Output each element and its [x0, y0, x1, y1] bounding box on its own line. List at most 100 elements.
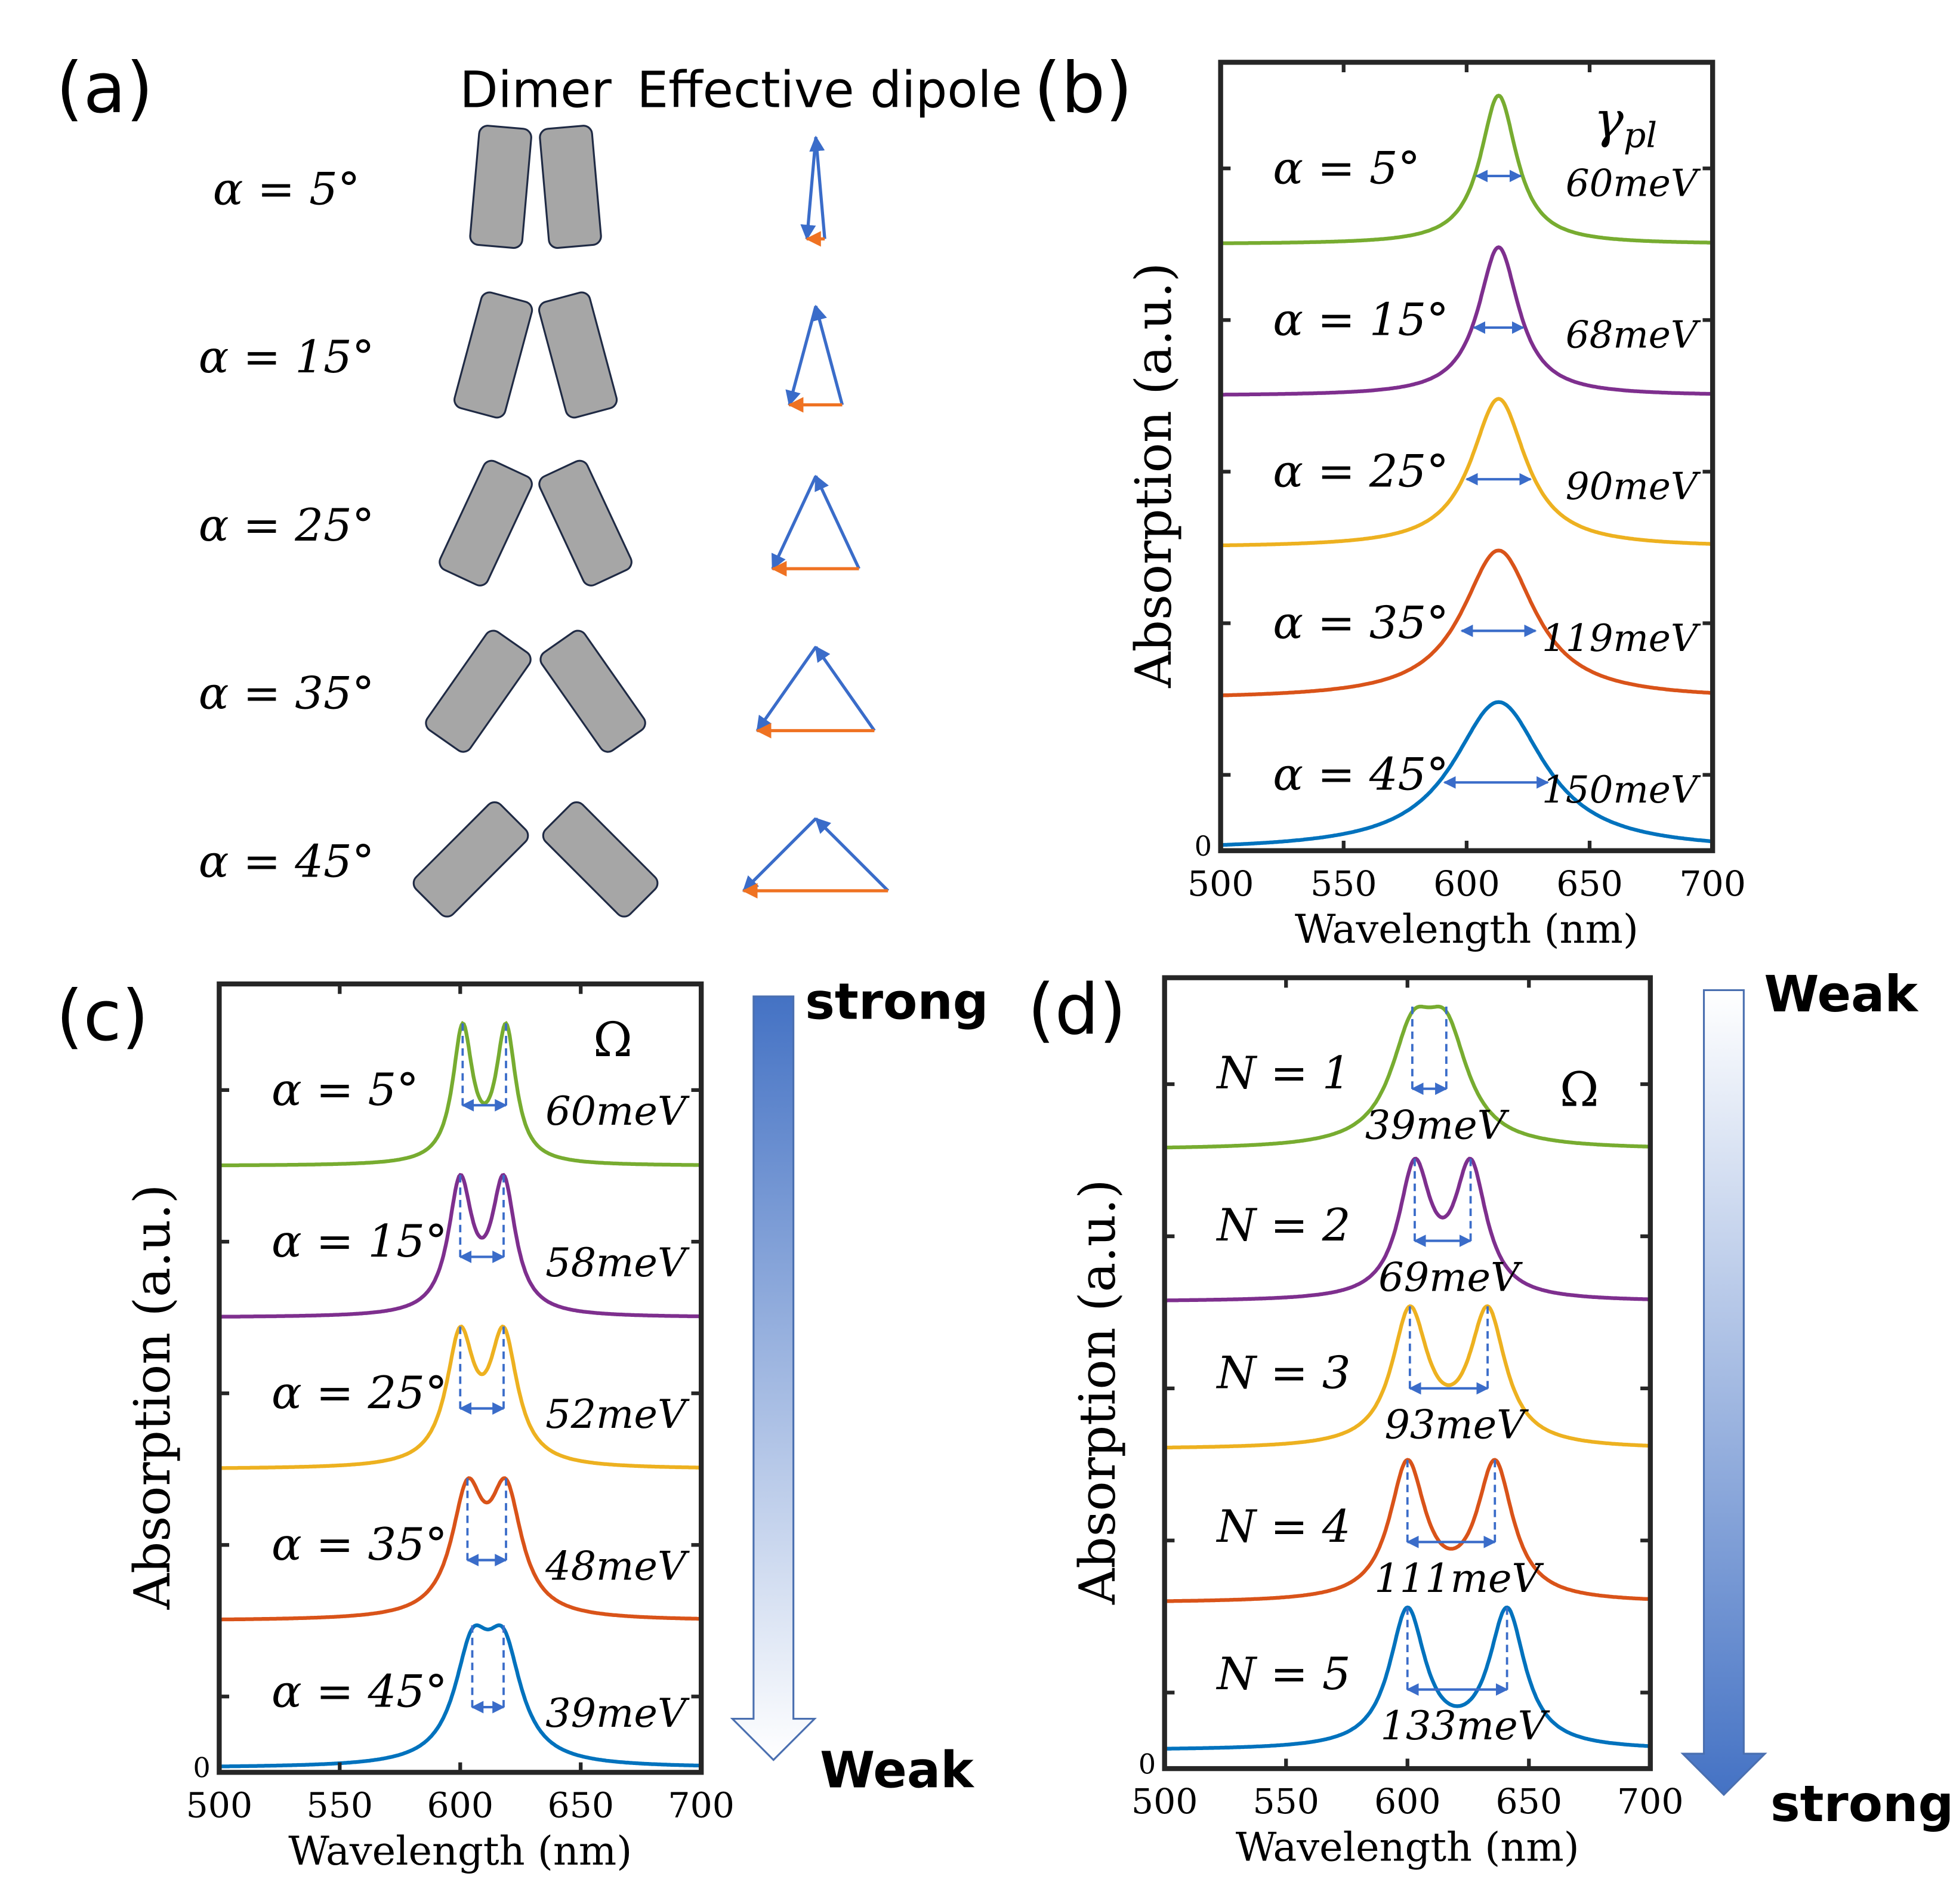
x-tick-label: 550	[1252, 1781, 1319, 1822]
nanorod	[542, 801, 659, 918]
series-line	[219, 1020, 702, 1168]
nanorod	[538, 459, 633, 587]
dipole-arrow	[755, 646, 817, 732]
dipole-arrow	[771, 475, 817, 570]
arrow-c-bottom-label: Weak	[820, 1741, 975, 1799]
width-label: 39meV	[545, 1690, 690, 1736]
series-line	[1164, 1156, 1650, 1303]
series-label: α = 45°	[1273, 748, 1449, 801]
x-tick-label: 700	[1679, 863, 1746, 904]
x-tick-label: 550	[1310, 863, 1377, 904]
dipole-arrow	[814, 646, 876, 732]
series-label: N = 2	[1215, 1199, 1350, 1251]
arrow-d-bottom-label: strong	[1770, 1775, 1953, 1833]
width-label: 68meV	[1566, 313, 1701, 357]
angle-label: α = 25°	[199, 499, 375, 551]
series-label: N = 3	[1215, 1346, 1350, 1399]
width-label: 150meV	[1542, 768, 1701, 811]
series-label: α = 25°	[271, 1366, 448, 1419]
series-line	[1220, 548, 1713, 698]
dipole-arrow	[800, 137, 817, 240]
x-tick-label: 650	[547, 1785, 614, 1825]
x-axis-label: Wavelength (nm)	[288, 1828, 632, 1874]
y-axis-label: Absorption (a.u.)	[1069, 1179, 1127, 1605]
x-tick-label: 600	[427, 1785, 494, 1825]
width-label: 119meV	[1542, 616, 1701, 660]
x-tick-label: 500	[1187, 863, 1254, 904]
nanorod	[453, 291, 533, 419]
chart-panel-c: α = 5° 60meV α = 15° 58meV α = 25° 52meV α = 3…	[124, 981, 735, 1874]
y-axis-label: Absorption (a.u.)	[124, 1184, 181, 1610]
width-label: 39meV	[1365, 1101, 1510, 1148]
x-tick-label: 700	[1617, 1781, 1684, 1822]
dipole-arrow	[812, 304, 844, 406]
width-label: 60meV	[545, 1088, 690, 1134]
coupling-arrow-c: strong Weak	[730, 973, 989, 1799]
series-line	[1220, 397, 1713, 548]
series-line	[1220, 700, 1713, 847]
nanorod	[539, 125, 602, 249]
dipole-arrow	[814, 474, 860, 570]
series-label: α = 5°	[1273, 141, 1420, 194]
series-label: α = 45°	[271, 1665, 448, 1718]
series-label: N = 4	[1215, 1500, 1350, 1553]
y-axis-label: Absorption (a.u.)	[1125, 263, 1183, 689]
nanorod	[539, 629, 646, 753]
x-tick-label: 550	[307, 1785, 374, 1825]
x-axis-label: Wavelength (nm)	[1236, 1824, 1579, 1871]
coupling-arrow-d: Weak strong	[1680, 965, 1953, 1833]
nanorod	[439, 459, 533, 587]
width-label: 58meV	[545, 1239, 690, 1286]
x-tick-label: 650	[1556, 863, 1623, 904]
dipole-arrow	[785, 305, 817, 407]
x-tick-label: 600	[1374, 1781, 1441, 1822]
panel-label-d: (d)	[1028, 970, 1126, 1051]
angle-label: α = 45°	[199, 835, 375, 888]
series-label: α = 15°	[271, 1215, 448, 1267]
x-tick-label: 500	[186, 1785, 253, 1825]
y-zero-label: 0	[1139, 1748, 1156, 1780]
panel-label-c: (c)	[56, 976, 149, 1057]
x-tick-label: 650	[1495, 1781, 1562, 1822]
gradient-arrow-down	[1680, 989, 1767, 1797]
series-line	[1220, 94, 1713, 245]
nanorod	[538, 291, 618, 419]
nanorod	[469, 125, 532, 249]
width-label: 52meV	[545, 1391, 690, 1437]
omega-header: Ω	[1560, 1062, 1599, 1118]
x-tick-label: 500	[1131, 1781, 1198, 1822]
series-label: α = 35°	[1273, 597, 1449, 649]
series-label: N = 1	[1215, 1047, 1350, 1099]
gradient-arrow-down	[730, 995, 817, 1761]
omega-header: Ω	[593, 1012, 633, 1067]
panel-label-a: (a)	[56, 48, 153, 129]
series-label: α = 15°	[1273, 293, 1449, 345]
panel-label-b: (b)	[1034, 48, 1133, 129]
y-zero-label: 0	[193, 1752, 211, 1784]
series-label: α = 5°	[271, 1063, 419, 1116]
x-axis-label: Wavelength (nm)	[1295, 906, 1639, 952]
header-symbol: γ	[1594, 91, 1624, 149]
angle-label: α = 5°	[213, 162, 360, 215]
series-label: N = 5	[1215, 1647, 1350, 1700]
panel-a: Dimer Effective dipole α = 5° α = 15° α = …	[199, 61, 1022, 918]
dipole-arrow	[809, 135, 826, 239]
chart-panel-d: N = 1 39meV N = 2 69meV N = 3 93meV N = 4 111me…	[1069, 975, 1684, 1871]
nanorod	[425, 629, 532, 753]
angle-label: α = 35°	[199, 667, 375, 720]
width-label: 111meV	[1374, 1555, 1544, 1601]
series-line	[1220, 245, 1713, 397]
dipole-arrow	[814, 817, 890, 892]
series-label: α = 35°	[271, 1518, 448, 1570]
dipole-column-header: Effective dipole	[637, 61, 1022, 119]
series-line	[219, 1476, 702, 1622]
width-label: 69meV	[1378, 1254, 1523, 1300]
series-label: α = 25°	[1273, 445, 1449, 497]
angle-label: α = 15°	[199, 331, 375, 383]
header-subscript: pl	[1624, 115, 1657, 155]
chart-panel-b: α = 5° 60meV α = 15° 68meV α = 25° 90meV α = 3…	[1125, 60, 1746, 952]
dimer-column-header: Dimer	[459, 61, 612, 119]
series-line	[1164, 1458, 1650, 1603]
y-zero-label: 0	[1195, 830, 1212, 862]
